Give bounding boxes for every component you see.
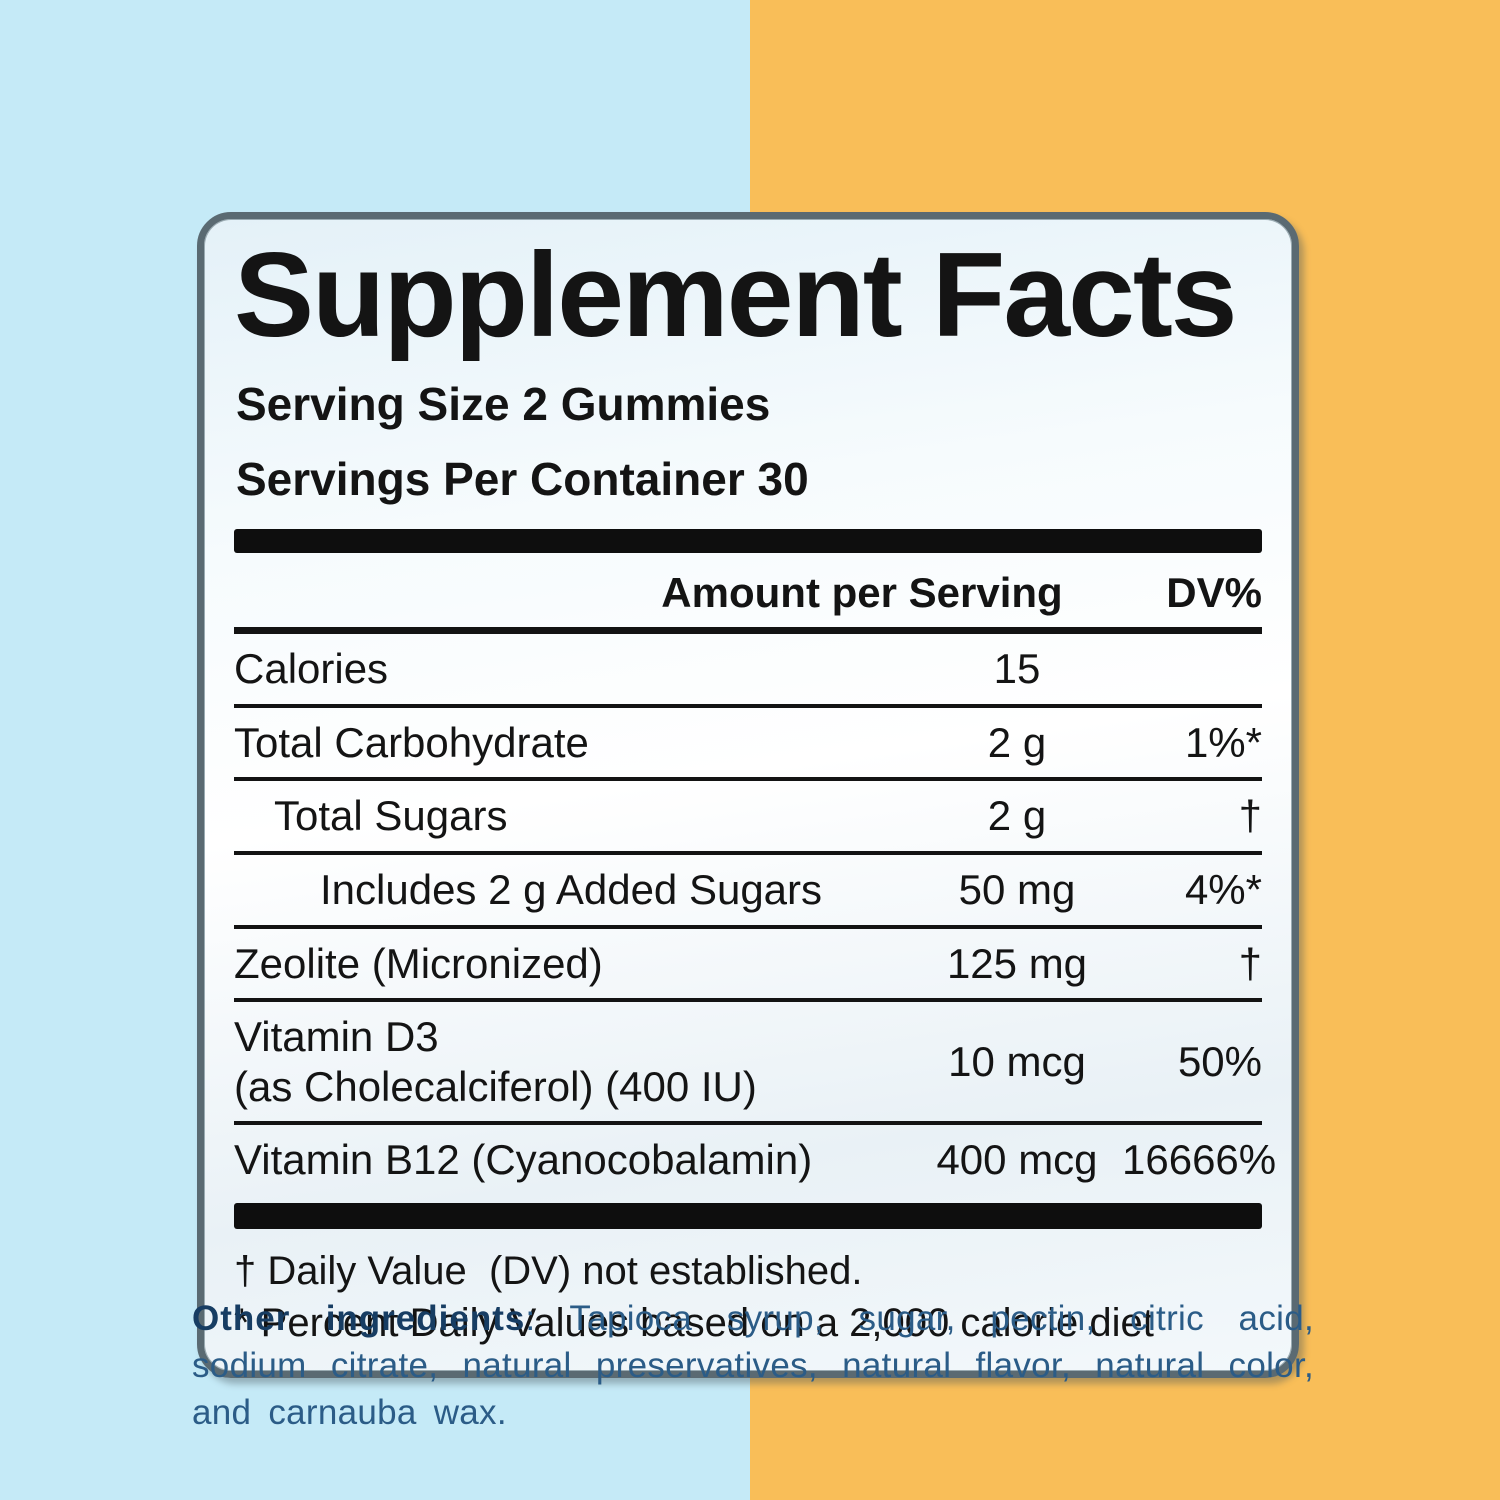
nutrient-amount: 15 [993, 645, 1041, 693]
nutrient-amount: 2 g [987, 792, 1047, 840]
nutrient-dv: † [1238, 792, 1262, 840]
table-row: Vitamin D3 (as Cholecalciferol) (400 IU) 1… [234, 1002, 1262, 1126]
footnote-percent-daily-values: * Percent Daily Values based on a 2,000 … [234, 1300, 1154, 1345]
panel-title: Supplement Facts [234, 228, 1238, 362]
table-row: Total Carbohydrate 2 g 1%* [234, 708, 1262, 782]
table-header-row: Amount per Serving DV% [234, 553, 1262, 635]
other-ingredients-label: Other ingredients [192, 1299, 526, 1338]
footnote-daily-value: † Daily Value (DV) not established. [234, 1248, 863, 1293]
nutrient-dv: † [1238, 939, 1262, 987]
serving-size-text: Serving Size 2 Gummies [236, 378, 771, 430]
table-row: Zeolite (Micronized) 125 mg † [234, 929, 1262, 1003]
table-row: Includes 2 g Added Sugars 50 mg 4%* [234, 855, 1262, 929]
nutrient-name: Vitamin B12 (Cyanocobalamin) [234, 1136, 813, 1184]
nutrient-amount: 50 mg [958, 866, 1076, 914]
nutrient-name: Total Carbohydrate [234, 718, 589, 766]
nutrient-amount: 10 mcg [948, 1037, 1086, 1085]
divider-bar-top [234, 529, 1262, 554]
nutrient-dv: 1%* [1184, 718, 1262, 766]
nutrient-amount: 125 mg [946, 939, 1088, 987]
nutrient-name: Zeolite (Micronized) [234, 939, 603, 987]
nutrient-amount: 400 mcg [936, 1136, 1098, 1184]
divider-bar-bottom [234, 1202, 1262, 1229]
nutrient-dv: 50% [1177, 1037, 1262, 1085]
other-ingredients: Other ingredients: Tapioca syrup, sugar,… [192, 1296, 1314, 1437]
column-header-dv: DV% [1166, 569, 1262, 617]
nutrient-name: Vitamin D3 (as Cholecalciferol) (400 IU) [234, 1013, 757, 1110]
nutrient-name: Includes 2 g Added Sugars [320, 866, 823, 914]
other-ingredients-text: : Tapioca syrup, sugar, pectin, citric a… [192, 1299, 1314, 1432]
supplement-facts-panel: Supplement Facts Serving Size 2 Gummies … [197, 212, 1299, 1378]
facts-rows: Calories 15 Total Carbohydrate 2 g 1%* Total … [234, 634, 1277, 1199]
nutrient-amount: 2 g [987, 718, 1047, 766]
table-row: Total Sugars 2 g † [234, 781, 1262, 856]
nutrient-dv: 4%* [1184, 866, 1262, 914]
nutrient-dv: 16666% [1122, 1136, 1277, 1184]
nutrient-name: Calories [234, 645, 389, 693]
footnotes: † Daily Value (DV) not established. * Pe… [234, 1245, 1262, 1349]
table-row: Calories 15 [234, 634, 1262, 708]
table-row: Vitamin B12 (Cyanocobalamin) 400 mcg 16666… [234, 1125, 1277, 1199]
servings-per-container-text: Servings Per Container 30 [236, 453, 809, 506]
nutrient-name: Total Sugars [274, 792, 508, 840]
column-header-amount: Amount per Serving [661, 569, 1063, 617]
